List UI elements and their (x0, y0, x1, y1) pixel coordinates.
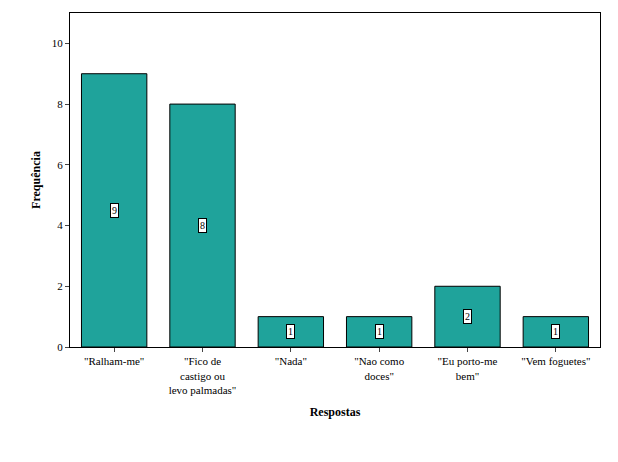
svg-text:"Eu porto-mebem": "Eu porto-mebem" (438, 355, 498, 381)
svg-text:8: 8 (57, 98, 63, 110)
svg-text:2: 2 (465, 311, 470, 322)
svg-text:1: 1 (377, 326, 382, 337)
svg-text:Respostas: Respostas (310, 405, 361, 419)
svg-text:1: 1 (288, 326, 293, 337)
svg-text:"Fico decastigo oulevo palmada: "Fico decastigo oulevo palmadas" (169, 355, 237, 396)
svg-text:10: 10 (52, 37, 64, 49)
svg-text:0: 0 (57, 341, 63, 353)
svg-text:"Nao comodoces": "Nao comodoces" (354, 355, 405, 381)
svg-text:8: 8 (200, 220, 205, 231)
svg-text:1: 1 (553, 326, 558, 337)
svg-text:"Ralham-me": "Ralham-me" (84, 355, 144, 367)
svg-text:9: 9 (112, 205, 117, 216)
svg-text:"Nada": "Nada" (275, 355, 307, 367)
svg-text:"Vem foguetes": "Vem foguetes" (521, 355, 590, 367)
svg-text:4: 4 (57, 219, 63, 231)
svg-text:2: 2 (57, 280, 63, 292)
svg-text:6: 6 (57, 159, 63, 171)
svg-text:Frequência: Frequência (29, 151, 43, 209)
